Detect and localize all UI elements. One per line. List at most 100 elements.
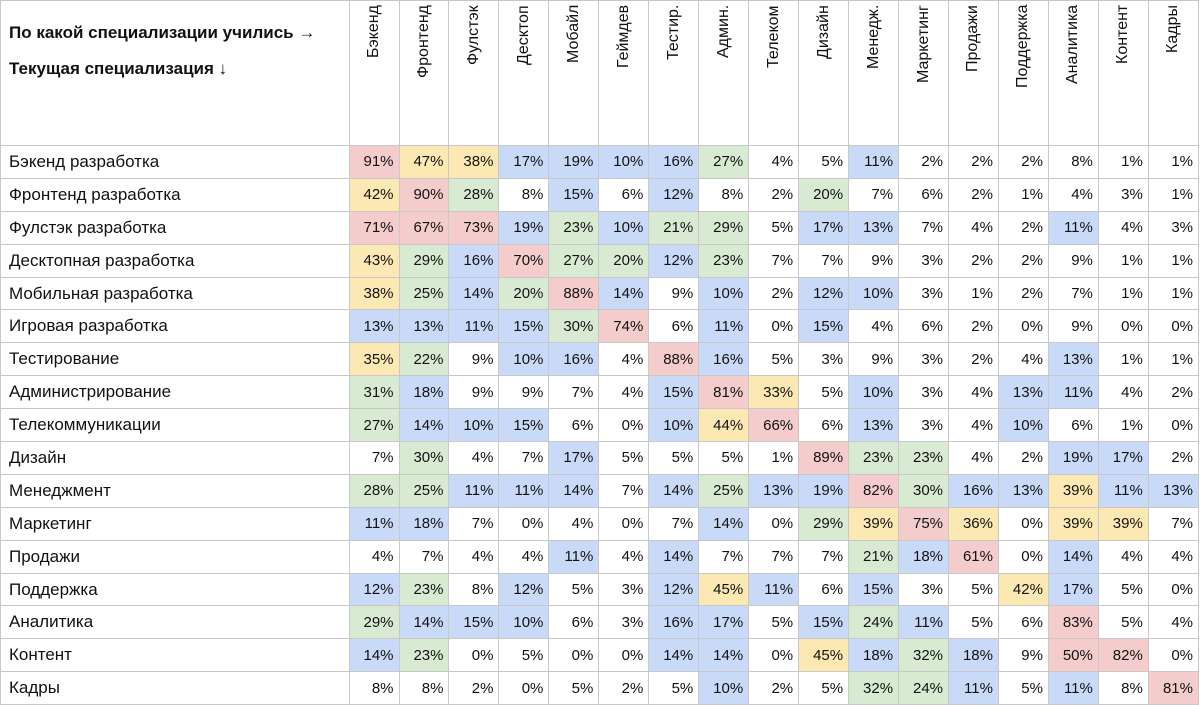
cell: 14%	[448, 276, 500, 311]
row: Кадры 8% 8% 2% 0% 5% 2% 5% 10% 2% 5% 32% 24% 11% 5% 11%…	[0, 671, 1200, 705]
cell: 6%	[1047, 408, 1099, 443]
cell: 8%	[1097, 671, 1149, 705]
cell: 0%	[997, 309, 1049, 344]
cell: 14%	[398, 408, 450, 443]
cell: 1%	[1097, 243, 1149, 278]
row: Маркетинг 11% 18% 7% 0% 4% 0% 7% 14% 0% 29% 39% 75% 3…	[0, 506, 1200, 541]
cell: 15%	[648, 375, 700, 410]
cell: 4%	[598, 539, 650, 574]
cell: 4%	[1147, 539, 1200, 574]
cell: 0%	[748, 309, 800, 344]
cell: 88%	[648, 342, 700, 377]
cell: 45%	[798, 638, 850, 673]
cell: 90%	[398, 177, 450, 212]
cell: 18%	[848, 638, 900, 673]
cell: 7%	[898, 210, 950, 245]
row-label: Аналитика	[0, 605, 350, 640]
cell: 0%	[997, 506, 1049, 541]
column-header: Мобайл	[548, 0, 600, 146]
cell: 0%	[1147, 408, 1200, 443]
column-label: Геймдев	[614, 5, 632, 69]
cell: 9%	[997, 638, 1049, 673]
cell: 39%	[848, 506, 900, 541]
cell: 11%	[1047, 671, 1099, 705]
cell: 16%	[648, 605, 700, 640]
cell: 15%	[848, 572, 900, 607]
cell: 13%	[748, 473, 800, 508]
cell: 11%	[548, 539, 600, 574]
cell: 6%	[898, 177, 950, 212]
cell: 3%	[1147, 210, 1200, 245]
column-header: Контент	[1097, 0, 1149, 146]
cell: 82%	[1097, 638, 1149, 673]
column-header: Админ.	[698, 0, 750, 146]
cell: 17%	[698, 605, 750, 640]
column-header: Маркетинг	[898, 0, 950, 146]
cell: 12%	[498, 572, 550, 607]
cell: 2%	[948, 309, 999, 344]
cell: 2%	[997, 441, 1049, 475]
cell: 9%	[848, 342, 900, 377]
cell: 15%	[548, 177, 600, 212]
cell: 2%	[948, 342, 999, 377]
cell: 29%	[398, 243, 450, 278]
column-header: Аналитика	[1047, 0, 1099, 146]
column-label: Фулстэк	[464, 5, 482, 65]
row: Фулстэк разработка 71% 67% 73% 19% 23% 10% 21% 2…	[0, 210, 1200, 245]
cell: 24%	[898, 671, 950, 705]
row-label: Бэкенд разработка	[0, 145, 350, 179]
cell: 1%	[1147, 342, 1200, 377]
column-header: Кадры	[1147, 0, 1200, 146]
cell: 3%	[798, 342, 850, 377]
cell: 7%	[1047, 276, 1099, 311]
cell: 8%	[348, 671, 400, 705]
cell: 5%	[548, 572, 600, 607]
cell: 4%	[1097, 210, 1149, 245]
cell: 89%	[798, 441, 850, 475]
column-header: Десктоп	[498, 0, 550, 146]
cell: 9%	[1047, 309, 1099, 344]
cell: 6%	[648, 309, 700, 344]
cell: 1%	[948, 276, 999, 311]
cell: 25%	[398, 473, 450, 508]
cell: 81%	[1147, 671, 1200, 705]
cell: 1%	[1147, 243, 1200, 278]
cell: 11%	[898, 605, 950, 640]
cell: 5%	[997, 671, 1049, 705]
cell: 1%	[1097, 276, 1149, 311]
column-label: Маркетинг	[914, 5, 932, 83]
cell: 43%	[348, 243, 400, 278]
cell: 0%	[748, 638, 800, 673]
cell: 10%	[997, 408, 1049, 443]
cell: 4%	[348, 539, 400, 574]
cell: 7%	[1147, 506, 1200, 541]
cell: 47%	[398, 145, 450, 179]
row-label: Фулстэк разработка	[0, 210, 350, 245]
cell: 10%	[598, 210, 650, 245]
cell: 39%	[1047, 473, 1099, 508]
cell: 14%	[648, 539, 700, 574]
row: Контент 14% 23% 0% 5% 0% 0% 14% 14% 0% 45% 18% 32% 18…	[0, 638, 1200, 673]
cell: 9%	[848, 243, 900, 278]
row-label: Десктопная разработка	[0, 243, 350, 278]
column-label: Тестир.	[664, 5, 682, 61]
row: Аналитика 29% 14% 15% 10% 6% 3% 16% 17% 5% 15% 24% 1…	[0, 605, 1200, 640]
cell: 17%	[798, 210, 850, 245]
cell: 23%	[398, 572, 450, 607]
row-label: Продажи	[0, 539, 350, 574]
cell: 12%	[648, 572, 700, 607]
cell: 23%	[848, 441, 900, 475]
cell: 1%	[748, 441, 800, 475]
cell: 15%	[498, 309, 550, 344]
cell: 10%	[498, 342, 550, 377]
cell: 73%	[448, 210, 500, 245]
cell: 61%	[948, 539, 999, 574]
cell: 2%	[997, 210, 1049, 245]
cell: 75%	[898, 506, 950, 541]
cell: 9%	[1047, 243, 1099, 278]
cell: 19%	[548, 145, 600, 179]
cell: 39%	[1047, 506, 1099, 541]
row: Фронтенд разработка 42% 90% 28% 8% 15% 6% 12% 8%…	[0, 177, 1200, 212]
cell: 0%	[598, 638, 650, 673]
